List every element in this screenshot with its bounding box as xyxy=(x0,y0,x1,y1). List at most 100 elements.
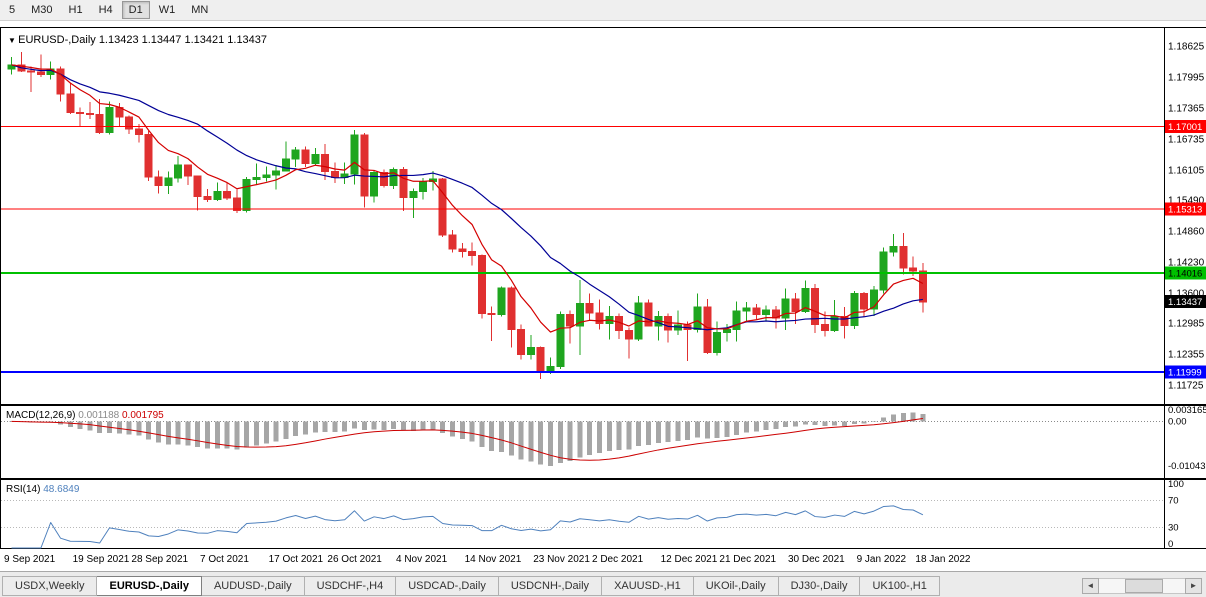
time-axis[interactable]: 9 Sep 2021 19 Sep 2021 28 Sep 2021 7 Oct 20… xyxy=(0,549,1206,571)
macd-axis-label: 0.003165 xyxy=(1168,405,1206,416)
candle xyxy=(556,314,565,368)
macd-signal-line xyxy=(11,418,923,461)
candles-layer xyxy=(7,52,927,379)
candle xyxy=(468,251,477,257)
candle xyxy=(693,306,702,330)
candle xyxy=(203,196,212,201)
timeframe-button-5[interactable]: 5 xyxy=(9,4,16,16)
price-axis-label: 1.13600 xyxy=(1168,288,1205,299)
chart-region: 1.18625 1.17995 1.17365 1.16735 1.16105 1.154… xyxy=(0,21,1206,571)
candle xyxy=(144,134,153,178)
price-axis-label: 1.11725 xyxy=(1168,381,1204,392)
support-line-green-price-tag xyxy=(1165,266,1206,280)
candle xyxy=(791,298,800,313)
time-axis-label: 18 Jan 2022 xyxy=(915,554,971,565)
timeframe-button-m30[interactable]: M30 xyxy=(31,4,53,16)
ma-fast-red[interactable] xyxy=(11,64,924,333)
time-axis-label: 9 Jan 2022 xyxy=(856,554,907,565)
candle xyxy=(458,248,467,253)
chart-tab-usdx-weekly[interactable]: USDX,Weekly xyxy=(2,575,98,596)
tab-scroll-left-button[interactable]: ◄ xyxy=(1082,577,1099,594)
candle xyxy=(487,313,496,316)
candle xyxy=(752,307,761,316)
macd-histogram xyxy=(9,412,926,466)
candle xyxy=(232,197,241,211)
time-axis-label: 21 Dec 2021 xyxy=(719,554,777,565)
chart-tab-bar: USDX,Weekly EURUSD-,Daily AUDUSD-,Daily USD… xyxy=(0,571,1206,597)
candle xyxy=(781,298,790,319)
price-axis-label: 1.14860 xyxy=(1168,226,1205,237)
support-line-blue-price-tag xyxy=(1165,365,1206,379)
price-axis-label: 1.18625 xyxy=(1168,41,1205,52)
rsi-label: RSI(14) 48.6849 xyxy=(6,484,80,495)
chart-tab-usdcnh-daily[interactable]: USDCNH-,Daily xyxy=(498,575,603,596)
support-line-blue-price-label: 1.11999 xyxy=(1168,368,1202,379)
candle xyxy=(448,234,457,250)
time-axis-label: 23 Nov 2021 xyxy=(533,554,590,565)
tab-scroll-track[interactable] xyxy=(1099,577,1185,594)
ma-slow-blue[interactable] xyxy=(11,64,923,331)
timeframe-button-w1[interactable]: W1 xyxy=(158,4,176,16)
rsi-axis-label: 100 xyxy=(1168,479,1184,490)
candle xyxy=(154,176,163,186)
candle xyxy=(370,172,379,197)
support-line-green-price-label: 1.14016 xyxy=(1168,268,1202,279)
candle xyxy=(526,346,535,355)
price-chart[interactable]: 1.18625 1.17995 1.17365 1.16735 1.16105 1.154… xyxy=(0,27,1206,405)
timeframe-button-mn[interactable]: MN xyxy=(191,4,209,16)
tab-scroll-thumb[interactable] xyxy=(1125,578,1163,593)
candle xyxy=(889,246,898,253)
tab-scroll-right-button[interactable]: ► xyxy=(1185,577,1202,594)
candle xyxy=(291,149,300,160)
chart-tab-ukoil-daily[interactable]: UKOil-,Daily xyxy=(693,575,779,596)
timeframe-button-h1[interactable]: H1 xyxy=(68,4,83,16)
candle xyxy=(507,287,516,330)
candle xyxy=(56,68,65,95)
candle xyxy=(350,134,359,175)
price-axis-label: 1.16735 xyxy=(1168,134,1205,145)
candle xyxy=(438,178,447,236)
time-axis-label: 9 Sep 2021 xyxy=(4,554,56,565)
time-axis-label: 19 Sep 2021 xyxy=(72,554,130,565)
time-axis-label: 7 Oct 2021 xyxy=(200,554,249,565)
timeframe-button-h4[interactable]: H4 xyxy=(98,4,113,16)
candle xyxy=(409,191,418,199)
candle xyxy=(360,134,369,197)
candle xyxy=(820,323,829,331)
chart-tab-eurusd-daily[interactable]: EURUSD-,Daily xyxy=(97,575,202,596)
price-axis-label: 1.12985 xyxy=(1168,319,1205,330)
current-price-label: 1.13437 xyxy=(1168,297,1202,308)
candle xyxy=(536,346,545,373)
candle xyxy=(311,153,320,165)
candle xyxy=(624,329,633,340)
candle xyxy=(918,270,927,303)
chart-tab-usdcad-daily[interactable]: USDCAD-,Daily xyxy=(396,575,499,596)
time-axis-label: 12 Dec 2021 xyxy=(660,554,718,565)
candle xyxy=(497,287,506,316)
candle xyxy=(330,171,339,178)
time-axis-label: 17 Oct 2021 xyxy=(268,554,324,565)
candle xyxy=(242,178,251,211)
chart-tab-uk100-h1[interactable]: UK100-,H1 xyxy=(860,575,940,596)
timeframe-button-d1[interactable]: D1 xyxy=(121,1,150,19)
candle xyxy=(76,112,85,115)
chart-tab-xauusd-h1[interactable]: XAUUSD-,H1 xyxy=(602,575,694,596)
candle xyxy=(899,246,908,269)
candle xyxy=(281,158,290,172)
candle xyxy=(85,113,94,116)
timeframe-toolbar: 5 M30 H1 H4 D1 W1 MN xyxy=(0,0,1206,21)
candle xyxy=(389,169,398,186)
rsi-indicator-panel[interactable]: 100 70 30 0 RSI(14) 48.6849 xyxy=(0,479,1206,549)
candle xyxy=(252,176,261,180)
candle xyxy=(860,292,869,310)
macd-axis-label: 0.00 xyxy=(1168,416,1187,427)
chart-tab-usdchf-h4[interactable]: USDCHF-,H4 xyxy=(304,575,397,596)
candle xyxy=(95,114,104,134)
chart-tab-audusd-daily[interactable]: AUDUSD-,Daily xyxy=(201,575,305,596)
rsi-axis-label: 70 xyxy=(1168,495,1179,506)
price-axis-label: 1.16105 xyxy=(1168,165,1205,176)
candle xyxy=(262,174,271,178)
chart-tab-dj30-daily[interactable]: DJ30-,Daily xyxy=(778,575,861,596)
tab-scrollbar: ◄ ► xyxy=(1082,577,1202,594)
